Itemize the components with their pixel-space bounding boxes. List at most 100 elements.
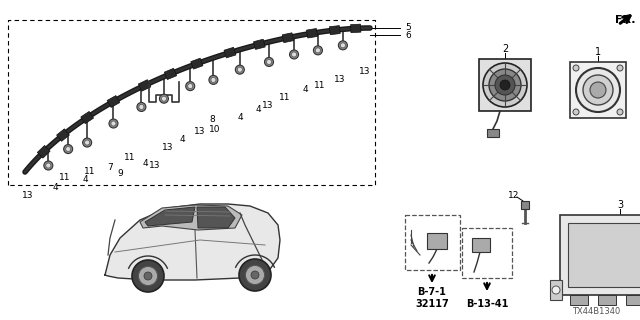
Circle shape xyxy=(266,60,271,64)
Circle shape xyxy=(495,75,515,95)
Circle shape xyxy=(161,96,166,101)
Circle shape xyxy=(339,41,348,50)
Text: 11: 11 xyxy=(60,173,71,182)
Circle shape xyxy=(590,82,606,98)
Text: 4: 4 xyxy=(237,114,243,123)
Text: 12: 12 xyxy=(508,190,519,199)
Text: 2: 2 xyxy=(502,44,508,54)
Circle shape xyxy=(188,84,193,89)
Circle shape xyxy=(483,63,527,107)
Circle shape xyxy=(144,272,152,280)
Polygon shape xyxy=(145,207,195,226)
Text: 13: 13 xyxy=(195,127,205,137)
Bar xyxy=(570,62,626,118)
Bar xyxy=(405,215,460,270)
Circle shape xyxy=(111,121,116,126)
Circle shape xyxy=(44,161,53,170)
Bar xyxy=(37,146,50,158)
Text: 4: 4 xyxy=(302,85,308,94)
Bar xyxy=(570,295,588,305)
Polygon shape xyxy=(197,207,235,228)
Text: 11: 11 xyxy=(84,167,96,177)
Circle shape xyxy=(576,68,620,112)
Text: 9: 9 xyxy=(117,169,123,178)
Circle shape xyxy=(159,94,168,103)
Text: 4: 4 xyxy=(255,106,261,115)
Text: 5: 5 xyxy=(405,23,411,33)
Bar xyxy=(626,295,640,305)
Bar xyxy=(479,59,531,111)
Text: 4: 4 xyxy=(179,135,185,145)
Text: B-13-41: B-13-41 xyxy=(466,299,508,309)
Circle shape xyxy=(239,259,271,291)
Text: 7: 7 xyxy=(107,164,113,172)
Circle shape xyxy=(617,109,623,115)
Text: 10: 10 xyxy=(209,125,221,134)
Text: 4: 4 xyxy=(142,158,148,167)
Circle shape xyxy=(251,271,259,279)
Bar xyxy=(138,80,151,91)
Bar xyxy=(568,223,640,287)
Circle shape xyxy=(289,50,299,59)
Circle shape xyxy=(209,76,218,84)
Text: 11: 11 xyxy=(124,154,136,163)
Circle shape xyxy=(264,58,273,67)
Bar xyxy=(224,47,236,58)
Circle shape xyxy=(211,77,216,82)
Text: 13: 13 xyxy=(22,191,34,201)
Circle shape xyxy=(617,65,623,71)
Bar xyxy=(253,39,265,50)
Text: 8: 8 xyxy=(209,116,215,124)
Text: 11: 11 xyxy=(314,82,326,91)
Circle shape xyxy=(292,52,296,57)
Text: 13: 13 xyxy=(149,161,161,170)
Text: 13: 13 xyxy=(262,100,274,109)
Text: TX44B1340: TX44B1340 xyxy=(572,308,620,316)
Bar xyxy=(81,111,93,124)
Text: B-7-1
32117: B-7-1 32117 xyxy=(415,287,449,309)
Circle shape xyxy=(46,163,51,168)
Text: FR.: FR. xyxy=(615,15,636,25)
Bar xyxy=(56,129,69,141)
Circle shape xyxy=(237,67,243,72)
Circle shape xyxy=(66,147,70,152)
Circle shape xyxy=(500,80,510,90)
Circle shape xyxy=(84,140,90,145)
Circle shape xyxy=(573,65,579,71)
Text: 13: 13 xyxy=(359,68,371,76)
Circle shape xyxy=(186,82,195,91)
Text: 13: 13 xyxy=(163,143,173,153)
Circle shape xyxy=(236,65,244,74)
Circle shape xyxy=(314,46,323,55)
Circle shape xyxy=(137,102,146,111)
Bar xyxy=(550,280,562,300)
Text: 3: 3 xyxy=(617,200,623,210)
Bar xyxy=(598,295,616,305)
Bar xyxy=(521,201,529,209)
Circle shape xyxy=(109,119,118,128)
Circle shape xyxy=(316,48,321,53)
Circle shape xyxy=(552,286,560,294)
Circle shape xyxy=(245,265,264,284)
Text: 4: 4 xyxy=(82,175,88,185)
Bar xyxy=(330,26,340,35)
Bar xyxy=(191,58,203,69)
Text: 11: 11 xyxy=(279,93,291,102)
Bar xyxy=(307,28,317,38)
Circle shape xyxy=(83,138,92,147)
Circle shape xyxy=(63,145,73,154)
Bar xyxy=(487,129,499,137)
Bar xyxy=(472,238,490,252)
Circle shape xyxy=(573,109,579,115)
Bar xyxy=(351,24,361,33)
Bar xyxy=(462,228,512,278)
Text: 13: 13 xyxy=(334,76,346,84)
Polygon shape xyxy=(140,205,242,230)
Circle shape xyxy=(139,104,144,109)
Circle shape xyxy=(132,260,164,292)
Text: 4: 4 xyxy=(52,183,58,193)
Circle shape xyxy=(489,69,521,101)
Text: 6: 6 xyxy=(405,30,411,39)
Bar xyxy=(282,33,294,43)
Bar xyxy=(164,68,177,80)
